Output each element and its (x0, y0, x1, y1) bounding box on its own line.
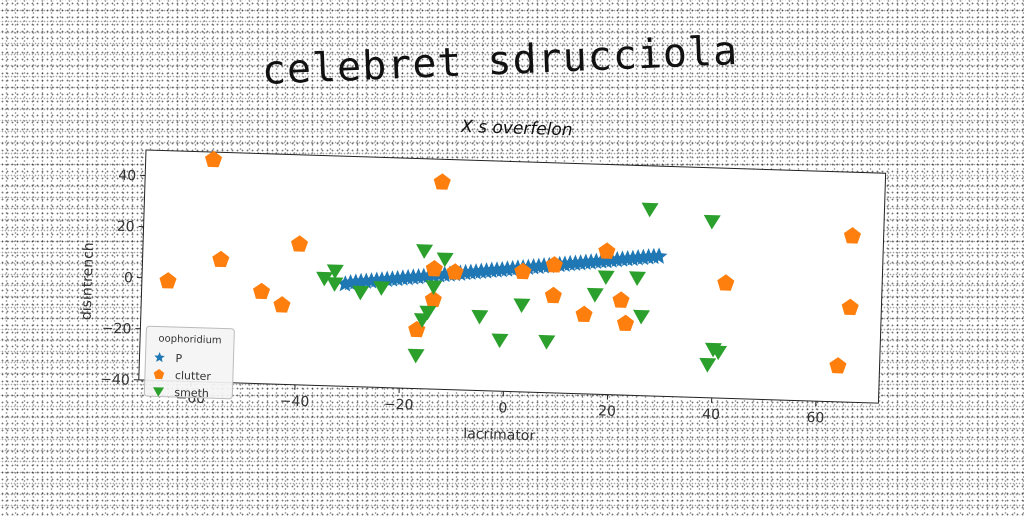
x-tick-label: 60 (806, 410, 824, 427)
x-axis-label: lacrimator (463, 426, 536, 444)
legend-title: oophoridium (158, 333, 221, 346)
y-tick-label: 40 (118, 168, 136, 185)
y-tick-label: 20 (116, 219, 134, 236)
chart-title: X s overfelon (460, 117, 573, 141)
legend-label: P (175, 352, 182, 365)
y-axis-label: disintrench (79, 242, 97, 320)
x-tick-label: −40 (279, 393, 309, 410)
legend-label: clutter (175, 369, 212, 383)
y-tick-label: −40 (100, 372, 130, 389)
y-tick-label: −20 (102, 321, 132, 338)
x-tick-label: 40 (702, 407, 720, 424)
x-tick-label: −20 (384, 397, 414, 414)
x-tick-label: 0 (498, 400, 507, 416)
legend-label: smeth (174, 386, 209, 400)
y-tick-label: 0 (124, 270, 133, 286)
x-tick-label: 20 (598, 403, 616, 420)
